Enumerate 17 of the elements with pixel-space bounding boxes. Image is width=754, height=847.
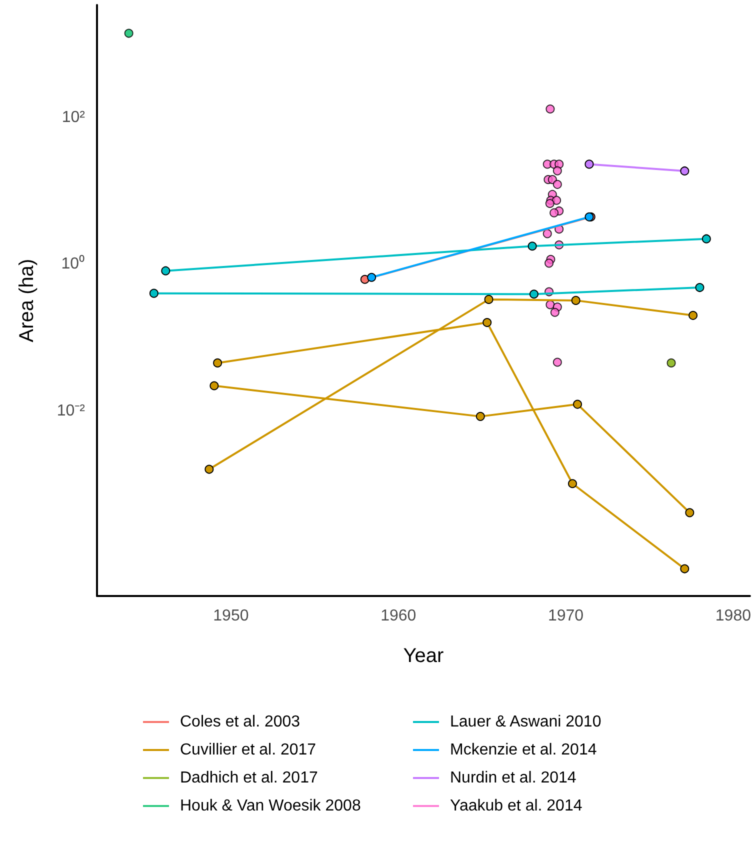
x-tick-label: 1960 [380,608,416,624]
legend-label: Dadhich et al. 2017 [180,770,318,786]
legend-label: Nurdin et al. 2014 [450,770,576,786]
x-tick-label: 1980 [715,608,752,624]
y-tick-label: 10⁰ [61,254,85,273]
x-tick-label: 1950 [213,608,249,624]
legend-label: Lauer & Aswani 2010 [450,714,602,730]
y-tick-label: 10⁻² [56,402,86,420]
legend-label: Houk & Van Woesik 2008 [180,798,361,814]
x-axis-title: Year [403,645,444,667]
x-tick-label: 1970 [548,608,584,624]
y-axis-title: Area (ha) [16,258,38,342]
legend-label: Cuvillier et al. 2017 [180,742,316,758]
legend-label: Mckenzie et al. 2014 [450,742,597,758]
legend-label: Coles et al. 2003 [180,714,300,730]
y-tick-label: 10² [62,108,86,126]
legend-label: Yaakub et al. 2014 [450,798,582,814]
